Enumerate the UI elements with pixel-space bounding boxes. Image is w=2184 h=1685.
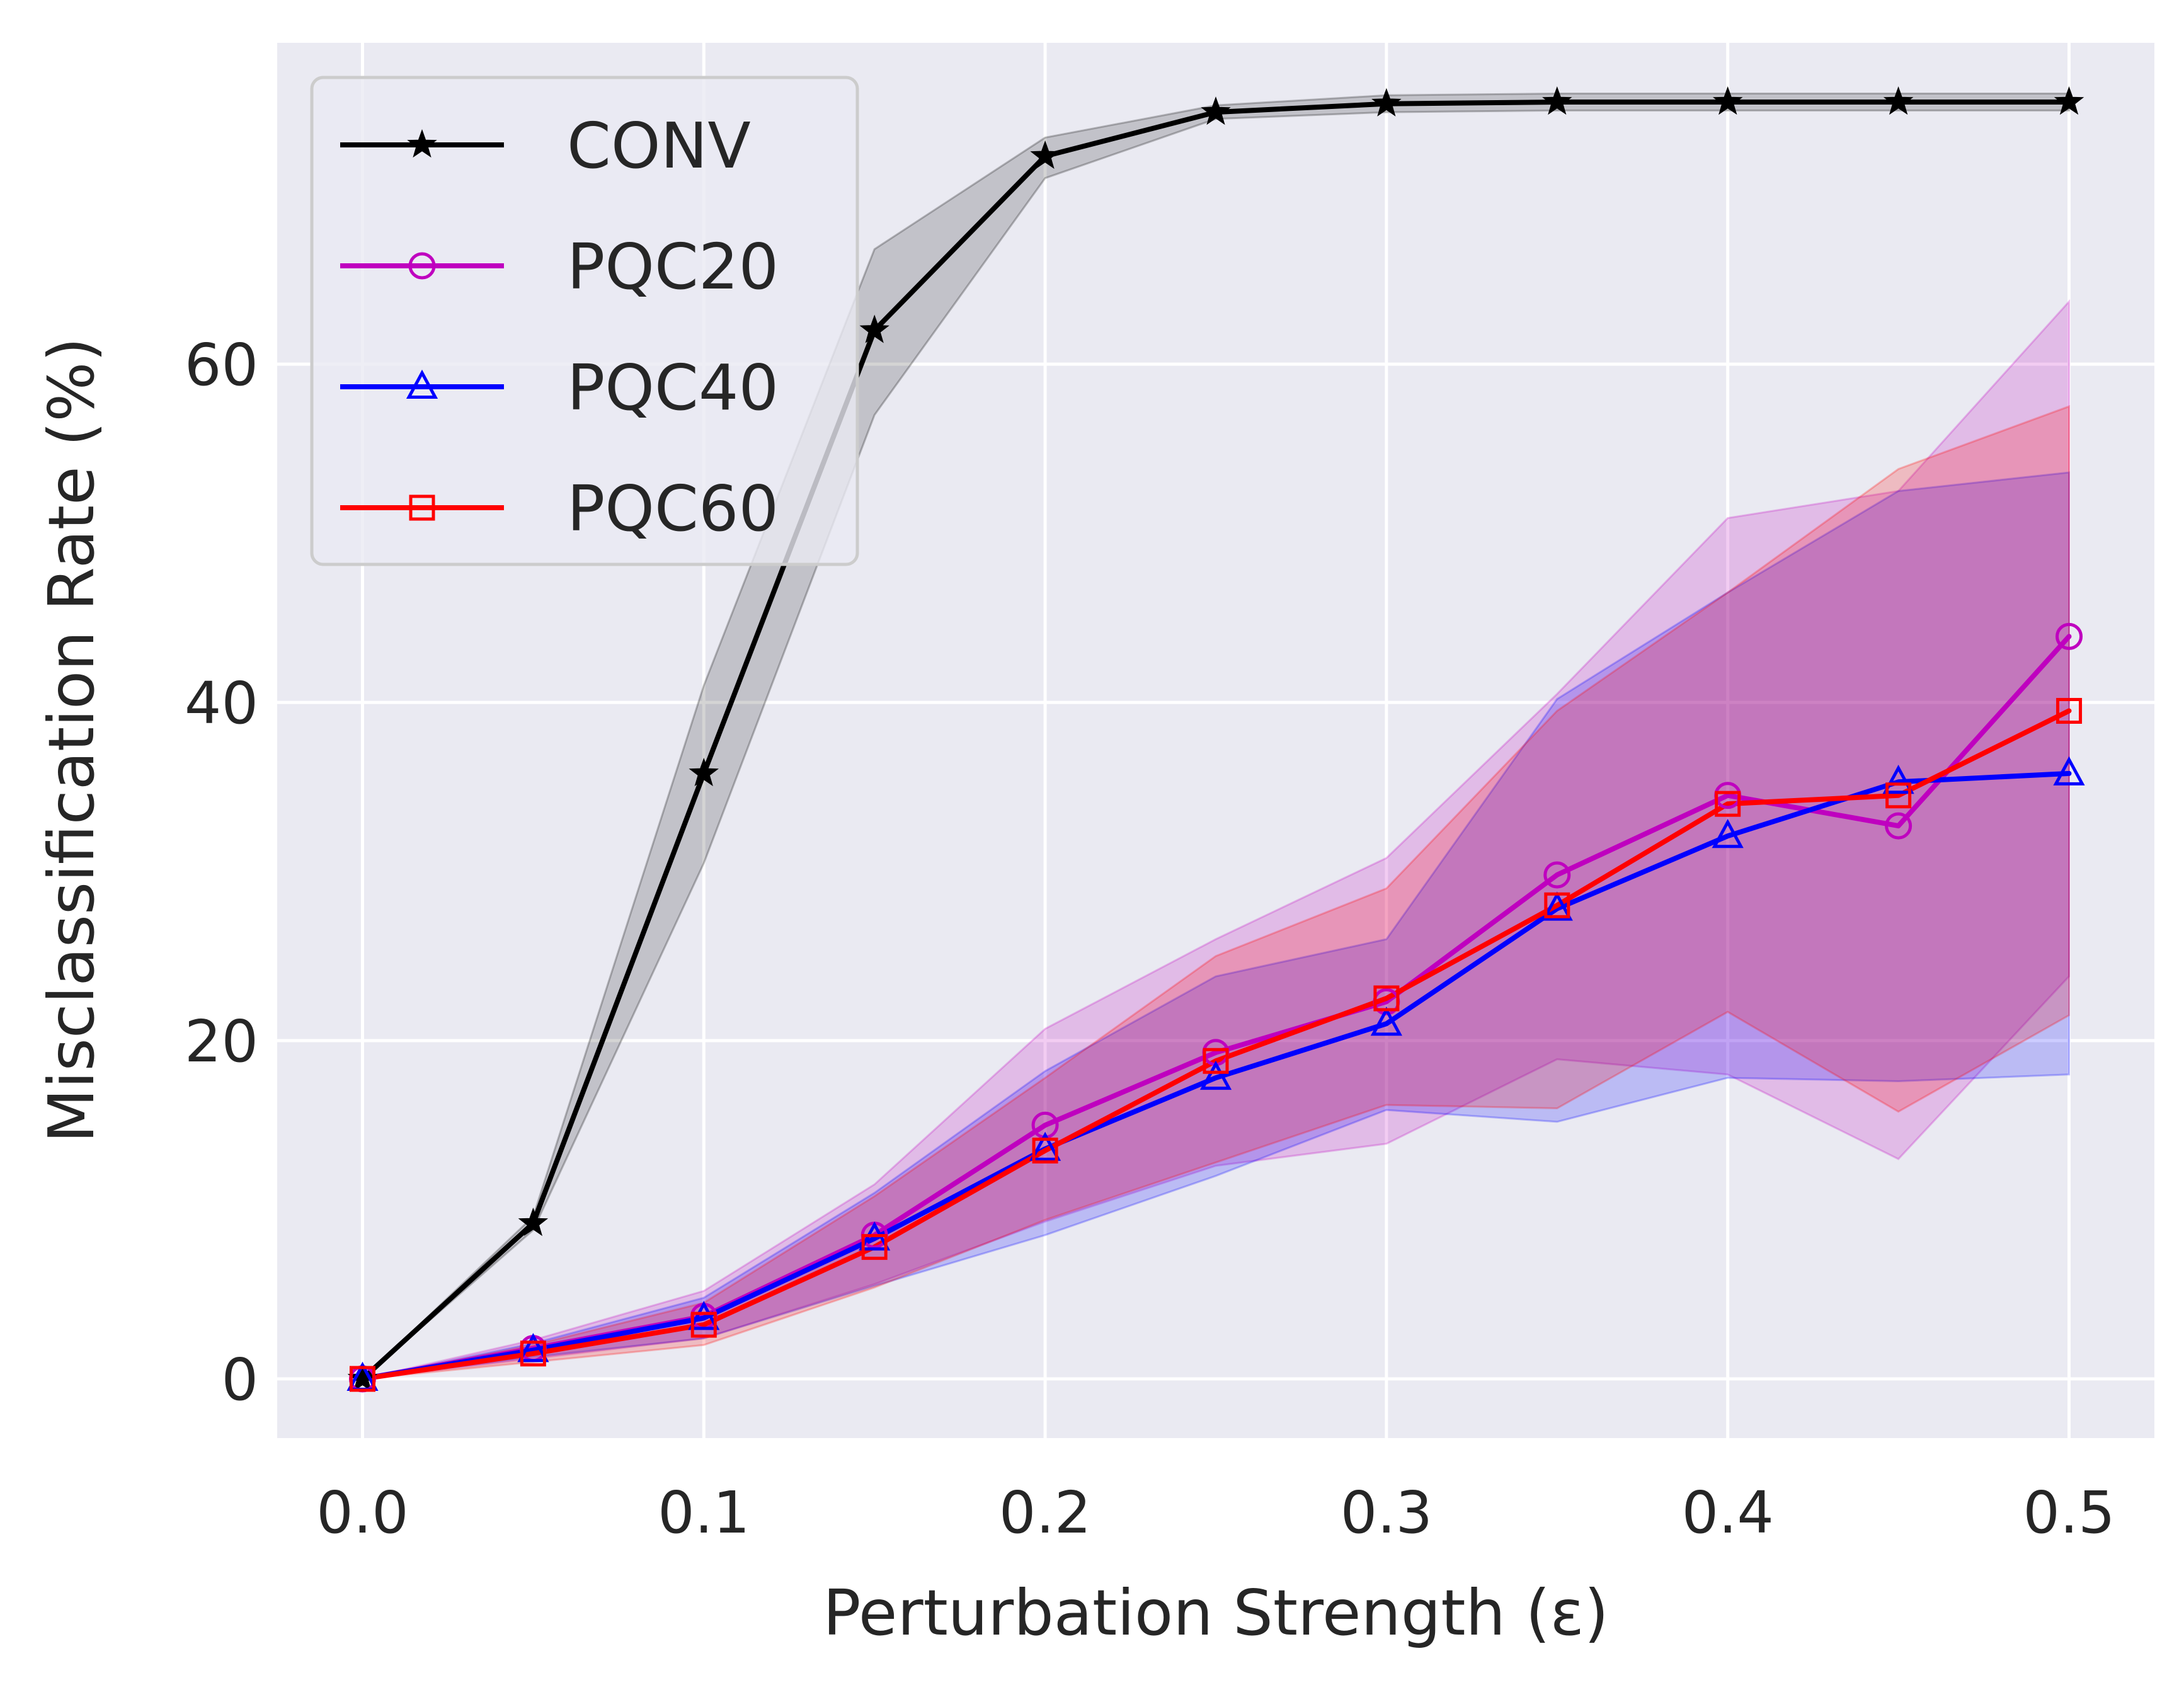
conv-marker xyxy=(689,757,719,787)
pqc60-marker xyxy=(2056,698,2083,724)
pqc40-marker xyxy=(688,1301,720,1330)
pqc60-marker xyxy=(1544,892,1570,918)
pqc40-line xyxy=(360,770,2072,1381)
x-tick-label: 0.0 xyxy=(316,1479,408,1546)
y-axis-ticks: 0 20 40 60 xyxy=(185,331,258,1414)
pqc40-marker xyxy=(517,1333,549,1362)
legend-marker-pqc40 xyxy=(406,369,438,399)
y-tick-label: 60 xyxy=(185,331,258,399)
legend-label-pqc40: PQC40 xyxy=(567,351,779,425)
pqc60-marker xyxy=(1032,1138,1058,1164)
pqc60-marker xyxy=(1715,791,1741,817)
pqc60-marker xyxy=(1885,782,1912,809)
pqc40-marker xyxy=(1712,818,1744,848)
pqc40-marker xyxy=(1370,1006,1403,1036)
legend-label-conv: CONV xyxy=(567,109,751,183)
conv-marker xyxy=(859,314,889,343)
pqc20-marker xyxy=(1885,812,1912,840)
y-tick-label: 0 xyxy=(221,1346,258,1414)
pqc40-marker xyxy=(1882,765,1914,794)
conv-marker xyxy=(1712,86,1743,115)
legend-marker-pqc20 xyxy=(408,252,436,280)
legend-box xyxy=(310,76,859,566)
conv-marker xyxy=(1030,140,1060,169)
conv-marker xyxy=(518,1208,549,1237)
x-axis-ticks: 0.0 0.1 0.2 0.3 0.4 0.5 xyxy=(316,1479,2115,1546)
x-tick-label: 0.1 xyxy=(658,1479,750,1546)
legend: CONV PQC20 PQC40 PQC60 xyxy=(310,76,859,566)
pqc40-marker xyxy=(1199,1060,1232,1090)
conv-marker xyxy=(1201,96,1231,125)
x-tick-label: 0.2 xyxy=(999,1479,1091,1546)
pqc40-marker xyxy=(2053,756,2085,785)
legend-marker-pqc60 xyxy=(409,494,435,521)
pqc60-marker xyxy=(690,1311,717,1338)
pqc20-marker xyxy=(1543,861,1571,889)
x-tick-label: 0.5 xyxy=(2023,1479,2115,1546)
pqc20-marker xyxy=(2055,622,2083,650)
pqc60-marker xyxy=(1203,1048,1229,1074)
x-axis-label: Perturbation Strength (ε) xyxy=(823,1576,1609,1650)
series-markers xyxy=(346,86,2085,1393)
pqc60-marker xyxy=(520,1340,546,1367)
y-axis-label: Misclassification Rate (%) xyxy=(35,338,108,1143)
pqc60-marker xyxy=(861,1234,888,1260)
conv-marker xyxy=(1542,86,1572,115)
pqc40-marker xyxy=(1541,891,1573,921)
x-tick-label: 0.4 xyxy=(1682,1479,1774,1546)
legend-items: CONV PQC20 PQC40 PQC60 xyxy=(340,109,779,545)
conv-marker xyxy=(2054,86,2084,115)
conv-marker xyxy=(1883,86,1914,115)
y-tick-label: 40 xyxy=(185,670,258,737)
pqc40-marker xyxy=(1029,1131,1061,1161)
legend-label-pqc20: PQC20 xyxy=(567,230,779,304)
x-tick-label: 0.3 xyxy=(1341,1479,1432,1546)
pqc60-marker xyxy=(1373,985,1400,1012)
pqc60-marker xyxy=(349,1366,375,1392)
legend-label-pqc60: PQC60 xyxy=(567,472,779,545)
legend-marker-conv xyxy=(407,129,437,158)
confidence-bands xyxy=(362,93,2070,1380)
y-tick-label: 20 xyxy=(185,1008,258,1075)
conv-marker xyxy=(1371,88,1402,117)
